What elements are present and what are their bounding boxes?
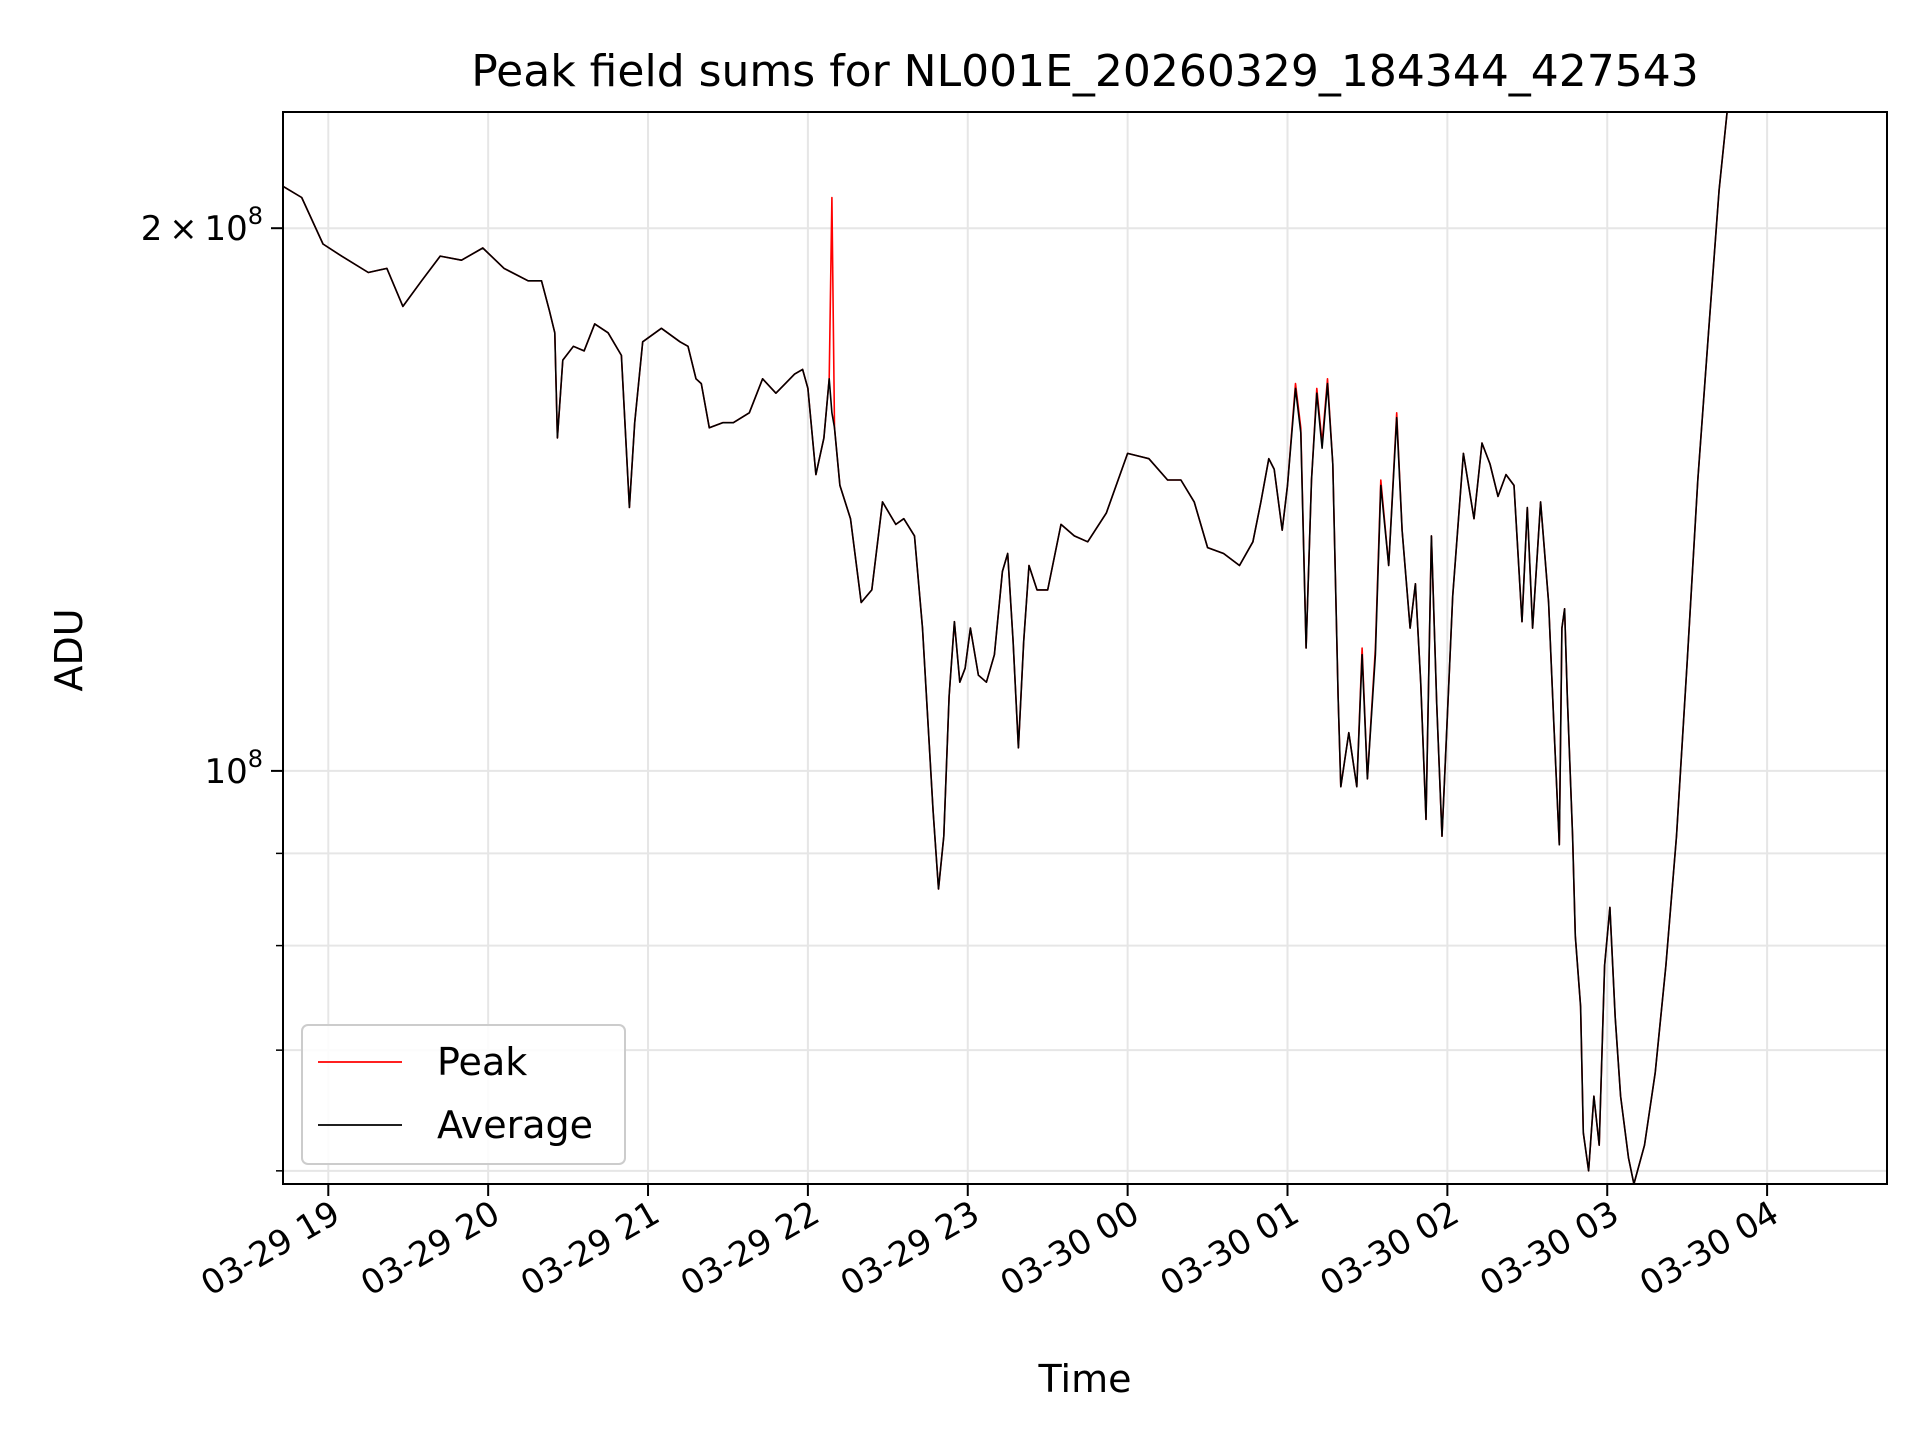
legend-box xyxy=(301,1024,626,1165)
x-axis-label: Time xyxy=(1038,1357,1132,1401)
y-axis-label: ADU xyxy=(47,608,91,691)
y-tick-label: 2 × 108 xyxy=(141,202,263,249)
legend: Peak Average xyxy=(301,1024,626,1165)
chart-title: Peak field sums for NL001E_20260329_1843… xyxy=(471,46,1699,97)
legend-label-average: Average xyxy=(437,1103,593,1147)
grid xyxy=(283,112,1887,1184)
series-lines xyxy=(282,111,1728,1185)
series-line-average xyxy=(282,111,1728,1185)
y-tick-label: 108 xyxy=(204,745,263,792)
legend-label-peak: Peak xyxy=(437,1040,527,1084)
plot-area-frame xyxy=(282,111,1888,1185)
